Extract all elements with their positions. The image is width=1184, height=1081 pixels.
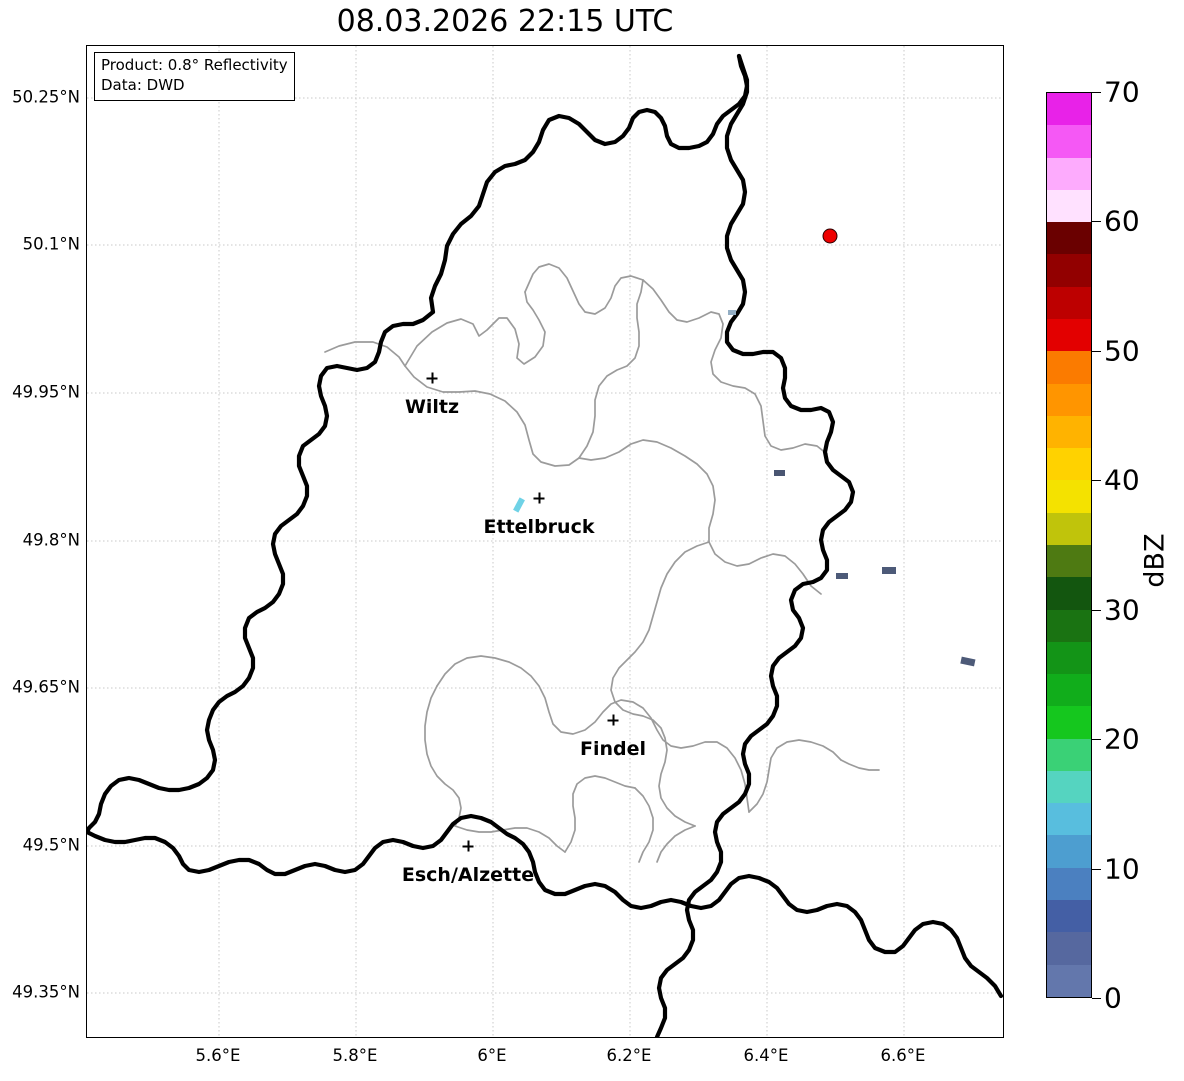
y-axis-tick-label: 49.95°N [12, 382, 80, 402]
colorbar-band [1047, 318, 1091, 352]
info-box: Product: 0.8° Reflectivity Data: DWD [94, 52, 295, 101]
city-label-ettelbruck: Ettelbruck [483, 516, 595, 538]
colorbar-tick [1092, 869, 1101, 870]
colorbar-tick-label: 60 [1104, 204, 1140, 238]
y-axis-tick-label: 49.8°N [22, 530, 80, 550]
colorbar-tick [1092, 480, 1101, 481]
colorbar-band [1047, 286, 1091, 319]
info-data-line: Data: DWD [101, 75, 185, 94]
colorbar-tick-label: 70 [1104, 75, 1140, 109]
city-marker-wiltz [426, 372, 438, 384]
colorbar-band [1047, 544, 1091, 578]
colorbar-tick-label: 20 [1104, 722, 1140, 756]
colorbar-band [1047, 577, 1091, 610]
colorbar-band [1047, 189, 1091, 223]
colorbar-tick-label: 30 [1104, 593, 1140, 627]
national-border-luxembourg [87, 53, 1003, 1037]
y-axis-tick-label: 50.1°N [22, 234, 80, 254]
x-axis-tick-label: 6.6°E [880, 1046, 926, 1065]
x-axis-tick-label: 5.6°E [195, 1046, 241, 1065]
y-axis-tick-label: 49.35°N [12, 982, 80, 1002]
city-label-findel: Findel [579, 738, 647, 760]
info-product-line: Product: 0.8° Reflectivity [101, 56, 288, 74]
radar-map-plot[interactable]: Product: 0.8° Reflectivity Data: DWD Wil… [86, 45, 1004, 1038]
city-label-esch-alzette: Esch/Alzette [401, 864, 535, 886]
colorbar-band [1047, 254, 1091, 287]
echo-cell [882, 567, 896, 574]
colorbar-band [1047, 964, 1091, 997]
colorbar-band [1047, 803, 1091, 836]
radar-echo-cells [513, 310, 976, 667]
echo-cell [728, 310, 736, 315]
colorbar-band [1047, 900, 1091, 933]
page-title: 08.03.2026 22:15 UTC [336, 4, 674, 39]
colorbar-band [1047, 351, 1091, 384]
echo-cell [836, 573, 848, 579]
colorbar-band [1047, 867, 1091, 901]
x-axis-tick-label: 6.2°E [606, 1046, 652, 1065]
colorbar-band [1047, 609, 1091, 642]
colorbar-axis-label: dBZ [1139, 533, 1171, 588]
y-axis-tick-label: 50.25°N [12, 87, 80, 107]
x-axis-tick-label: 6.4°E [743, 1046, 789, 1065]
city-marker-esch-alzette [462, 840, 474, 852]
map-graphics [87, 46, 1003, 1037]
colorbar-band [1047, 641, 1091, 675]
city-marker-ettelbruck [533, 492, 545, 504]
colorbar-band [1047, 480, 1091, 513]
colorbar-tick [1092, 221, 1101, 222]
colorbar-tick-label: 0 [1104, 981, 1122, 1015]
colorbar-band [1047, 512, 1091, 545]
colorbar-band [1047, 125, 1091, 158]
colorbar-band [1047, 93, 1091, 126]
colorbar-band [1047, 448, 1091, 481]
colorbar-band [1047, 932, 1091, 965]
colorbar-tick [1092, 92, 1101, 93]
colorbar-tick [1092, 998, 1101, 999]
colorbar[interactable] [1046, 92, 1092, 998]
colorbar-band [1047, 835, 1091, 868]
colorbar-tick-label: 40 [1104, 463, 1140, 497]
colorbar-band [1047, 383, 1091, 416]
colorbar-band [1047, 415, 1091, 449]
city-marker-findel [607, 714, 619, 726]
echo-cell [960, 656, 976, 667]
echo-cell [774, 470, 785, 476]
colorbar-tick [1092, 739, 1101, 740]
y-axis-tick-label: 49.5°N [22, 835, 80, 855]
colorbar-tick [1092, 610, 1101, 611]
city-label-wiltz: Wiltz [404, 396, 460, 418]
colorbar-band [1047, 222, 1091, 255]
colorbar-band [1047, 706, 1091, 739]
internal-district-borders [324, 263, 880, 863]
y-axis-tick-label: 49.65°N [12, 677, 80, 697]
echo-cell [513, 497, 525, 513]
colorbar-tick-label: 50 [1104, 334, 1140, 368]
x-axis-tick-label: 6°E [477, 1046, 507, 1065]
colorbar-band [1047, 738, 1091, 771]
radar-site-icon[interactable] [822, 228, 838, 244]
colorbar-band [1047, 674, 1091, 707]
colorbar-band [1047, 157, 1091, 190]
x-axis-tick-label: 5.8°E [332, 1046, 378, 1065]
colorbar-tick [1092, 351, 1101, 352]
colorbar-tick-label: 10 [1104, 852, 1140, 886]
colorbar-band [1047, 770, 1091, 804]
